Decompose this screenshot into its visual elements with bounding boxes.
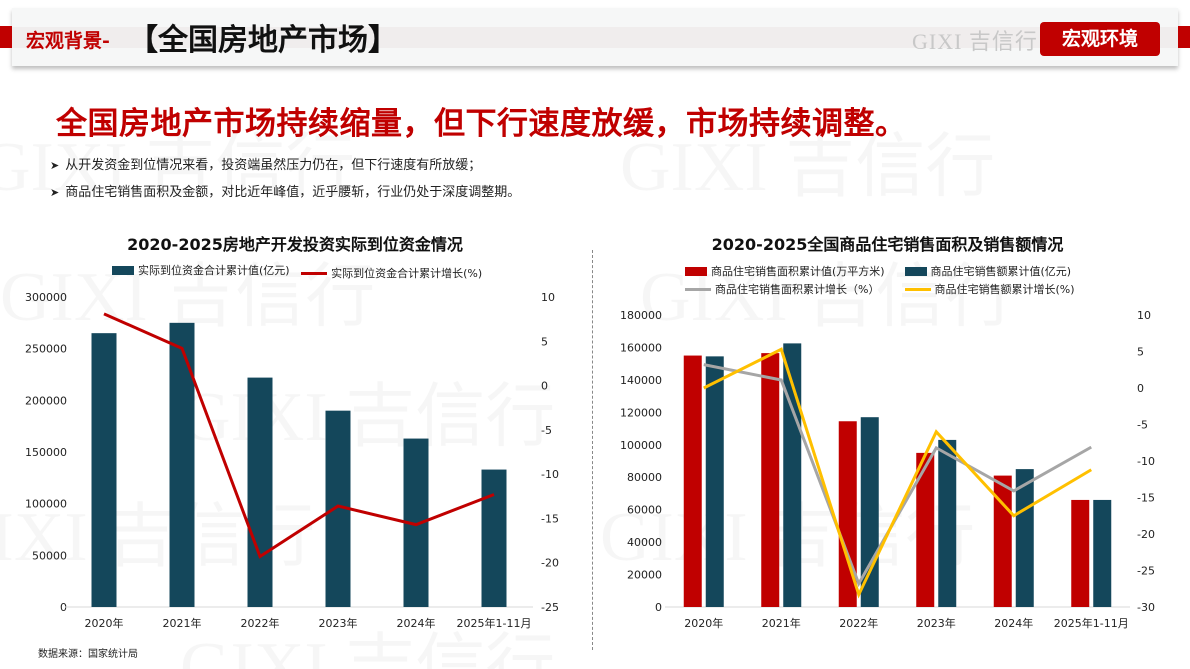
bar	[838, 421, 857, 607]
bar	[169, 322, 195, 607]
bullet-text: 商品住宅销售面积及金额，对比近年峰值，近乎腰斩，行业仍处于深度调整期。	[65, 184, 521, 200]
chart-right: 0 20000 40000 60000 80000 100000 120000 140000 1…	[620, 309, 1155, 630]
x-tick-label: 2023年	[917, 616, 956, 630]
y-tick-label: 100000	[25, 498, 67, 511]
y2-tick-label: -25	[541, 601, 559, 614]
x-tick-label: 2021年	[762, 616, 801, 630]
bullet-list: ➤ 从开发资金到位情况来看，投资端虽然压力仍在，但下行速度有所放缓； ➤ 商品住…	[50, 152, 520, 206]
legend-item: 商品住宅销售面积累计值(万平方米)	[685, 262, 893, 280]
bar	[916, 452, 935, 607]
header-band	[12, 27, 1178, 48]
x-tick-label: 2025年1-11月	[457, 616, 532, 630]
brand-logo: GIXI 吉信行	[912, 29, 1038, 54]
legend-item: 商品住宅销售额累计增长(%)	[904, 280, 1075, 298]
y-tick-label: 0	[60, 601, 67, 614]
legend-swatch	[685, 266, 707, 276]
y2-tick-label: -20	[541, 557, 559, 570]
chart-divider	[592, 250, 593, 650]
y2-tick-label: 0	[1137, 382, 1144, 395]
y-tick-label: 80000	[627, 471, 662, 484]
bar	[761, 353, 780, 607]
legend-item: 实际到位资金合计累计值(亿元)	[112, 261, 290, 279]
data-source: 数据来源：国家统计局	[38, 649, 138, 660]
y-tick-label: 200000	[25, 394, 67, 407]
y2-tick-label: 5	[1137, 346, 1144, 359]
bar	[247, 377, 273, 607]
legend-swatch	[904, 287, 931, 291]
x-tick-label: 2022年	[241, 616, 280, 630]
red-accent-right	[1178, 26, 1190, 48]
bar	[1015, 469, 1034, 607]
x-tick-label: 2022年	[839, 616, 878, 630]
y-tick-label: 250000	[25, 343, 67, 356]
bar	[783, 343, 802, 607]
y-tick-label: 300000	[25, 291, 67, 304]
arrow-right-icon: ➤	[50, 185, 60, 199]
legend-item: 商品住宅销售面积累计增长（%）	[685, 280, 893, 298]
y-tick-label: 120000	[620, 406, 662, 419]
bar	[91, 333, 117, 607]
y-tick-label: 40000	[627, 536, 662, 549]
bar	[1093, 499, 1112, 607]
x-tick-label: 2024年	[397, 616, 436, 630]
bar	[481, 469, 507, 607]
x-tick-label: 2020年	[85, 616, 124, 630]
page-title: 【全国房地产市场】	[128, 23, 398, 58]
legend-swatch	[904, 266, 927, 276]
y-tick-label: 0	[655, 601, 662, 614]
y2-tick-label: -10	[1137, 455, 1155, 468]
x-tick-label: 2023年	[319, 616, 358, 630]
legend-swatch	[112, 265, 134, 275]
bar	[683, 355, 702, 607]
section-badge: 宏观环境	[1040, 22, 1160, 56]
y2-tick-label: -20	[1137, 528, 1155, 541]
legend-left: 实际到位资金合计累计值(亿元) 实际到位资金合计累计增长(%)	[112, 261, 490, 282]
legend-item: 商品住宅销售额累计值(亿元)	[904, 262, 1071, 280]
y2-tick-label: -5	[541, 424, 552, 437]
arrow-right-icon: ➤	[50, 158, 60, 172]
y2-tick-label: -15	[541, 512, 559, 525]
y2-tick-label: -15	[1137, 492, 1155, 505]
legend-swatch	[685, 287, 711, 291]
chart-left: 0 50000 100000 150000 200000 250000 300000 -25 -…	[25, 291, 559, 630]
y-tick-label: 160000	[620, 341, 662, 354]
y-tick-label: 140000	[620, 374, 662, 387]
x-tick-label: 2020年	[684, 616, 723, 630]
y2-tick-label: 0	[541, 380, 548, 393]
legend-right: 商品住宅销售面积累计值(万平方米) 商品住宅销售额累计值(亿元) 商品住宅销售面…	[685, 262, 1115, 298]
line-series	[703, 347, 1093, 599]
y2-tick-label: 10	[541, 291, 555, 304]
y-tick-label: 180000	[620, 309, 662, 322]
y2-tick-label: -30	[1137, 601, 1155, 614]
y2-tick-label: 5	[541, 335, 548, 348]
chart-title-right: 2020-2025全国商品住宅销售面积及销售额情况	[711, 235, 1064, 254]
x-tick-label: 2021年	[163, 616, 202, 630]
legend-swatch	[301, 271, 328, 275]
y-tick-label: 100000	[620, 439, 662, 452]
line-series	[103, 312, 495, 559]
bullet-item: ➤ 商品住宅销售面积及金额，对比近年峰值，近乎腰斩，行业仍处于深度调整期。	[50, 179, 520, 206]
header-prefix: 宏观背景-	[26, 30, 110, 52]
red-accent-left	[0, 26, 12, 48]
y2-tick-label: -5	[1137, 419, 1148, 432]
x-tick-label: 2025年1-11月	[1054, 616, 1129, 630]
headline: 全国房地产市场持续缩量，但下行速度放缓，市场持续调整。	[56, 106, 907, 142]
chart-title-left: 2020-2025房地产开发投资实际到位资金情况	[127, 235, 463, 254]
bar	[938, 439, 957, 607]
y2-tick-label: 10	[1137, 309, 1151, 322]
y2-tick-label: -10	[541, 468, 559, 481]
legend-item: 实际到位资金合计累计增长(%)	[301, 264, 482, 282]
bar	[860, 417, 879, 607]
y-tick-label: 20000	[627, 569, 662, 582]
y-tick-label: 150000	[25, 446, 67, 459]
y2-tick-label: -25	[1137, 565, 1155, 578]
y-tick-label: 50000	[32, 549, 67, 562]
bullet-text: 从开发资金到位情况来看，投资端虽然压力仍在，但下行速度有所放缓；	[65, 157, 482, 173]
bullet-item: ➤ 从开发资金到位情况来看，投资端虽然压力仍在，但下行速度有所放缓；	[50, 152, 520, 179]
x-tick-label: 2024年	[994, 616, 1033, 630]
bar	[705, 356, 724, 607]
bar	[1071, 499, 1090, 607]
y-tick-label: 60000	[627, 504, 662, 517]
